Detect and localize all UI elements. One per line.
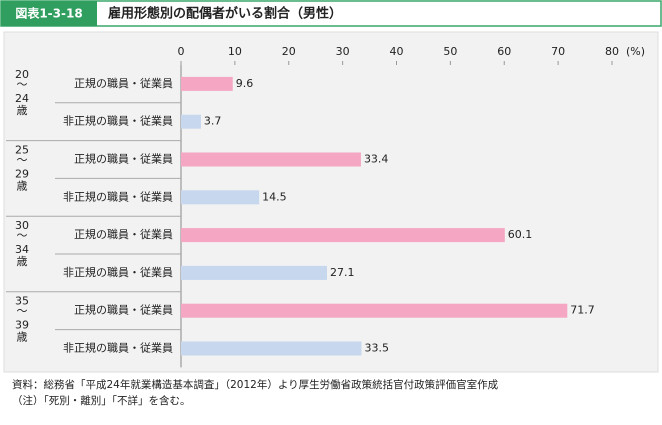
group-label: 歳 [17, 179, 28, 192]
group-label: 歳 [17, 255, 28, 268]
value-label: 33.5 [364, 342, 389, 355]
note: 資料：総務省「平成24年就業構造基本調査」（2012年）より厚生労働省政策統括官… [12, 378, 499, 391]
x-tick-label: 0 [178, 45, 185, 58]
x-tick-label: 50 [443, 45, 457, 58]
bar [181, 265, 328, 280]
y-tick-label: 非正規の職員・従業員 [63, 265, 173, 279]
group-label: 〜 [17, 305, 28, 318]
group-label: 24 [15, 92, 29, 105]
value-label: 60.1 [508, 228, 533, 241]
x-tick-label: 80 [605, 45, 619, 58]
group-label: 〜 [17, 78, 28, 91]
group-label: 25 [15, 143, 29, 156]
value-label: 27.1 [330, 266, 355, 279]
value-label: 71.7 [570, 304, 595, 317]
group-label: 歳 [17, 104, 28, 117]
value-label: 33.4 [364, 153, 389, 166]
y-tick-label: 非正規の職員・従業員 [63, 341, 173, 355]
bar [181, 341, 362, 356]
bar [181, 228, 505, 243]
header-badge [1, 1, 97, 26]
figure-label: 図表1-3-18 [15, 6, 82, 21]
x-tick-label: 20 [282, 45, 296, 58]
bar [181, 76, 233, 91]
group-label: 〜 [17, 153, 28, 166]
y-tick-label: 正規の職員・従業員 [74, 227, 173, 241]
chart-title: 雇用形態別の配偶者がいる割合（男性） [108, 6, 342, 22]
note: （注）「死別・離別」「不詳」を含む。 [12, 394, 191, 407]
group-label: 30 [15, 219, 29, 232]
x-tick-label: 70 [551, 45, 565, 58]
x-tick-label: 10 [228, 45, 242, 58]
x-tick-label: 60 [497, 45, 511, 58]
y-tick-label: 正規の職員・従業員 [74, 152, 173, 166]
group-label: 34 [15, 243, 29, 256]
unit-label: (%) [626, 45, 645, 58]
value-label: 9.6 [236, 77, 254, 90]
y-tick-label: 非正規の職員・従業員 [63, 189, 173, 203]
group-label: 35 [15, 295, 29, 308]
group-label: 20 [15, 68, 29, 81]
group-label: 29 [15, 167, 29, 180]
y-tick-label: 正規の職員・従業員 [74, 303, 173, 317]
bar [181, 152, 361, 167]
bar [181, 303, 568, 318]
x-tick-label: 40 [390, 45, 404, 58]
group-label: 〜 [17, 229, 28, 242]
x-tick-label: 30 [336, 45, 350, 58]
group-label: 39 [15, 319, 29, 332]
bar [181, 190, 260, 205]
y-tick-label: 非正規の職員・従業員 [63, 114, 173, 128]
value-label: 14.5 [262, 190, 287, 203]
group-label: 歳 [17, 331, 28, 344]
y-tick-label: 正規の職員・従業員 [74, 76, 173, 90]
value-label: 3.7 [204, 115, 222, 128]
bar [181, 114, 201, 129]
